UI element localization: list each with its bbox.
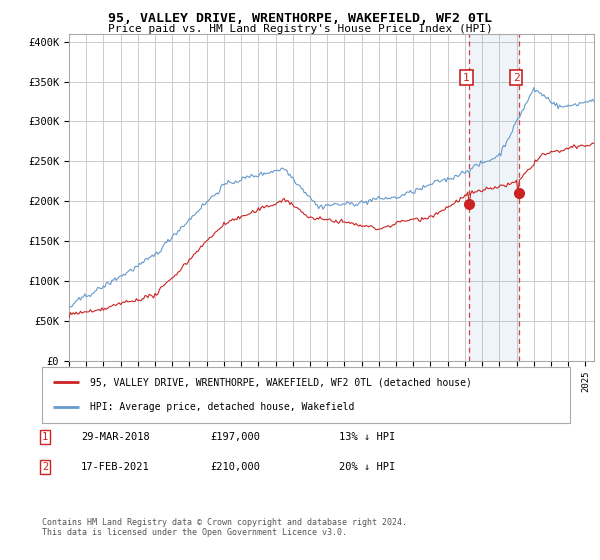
- Text: HPI: Average price, detached house, Wakefield: HPI: Average price, detached house, Wake…: [89, 402, 354, 412]
- Text: 29-MAR-2018: 29-MAR-2018: [81, 432, 150, 442]
- Text: 17-FEB-2021: 17-FEB-2021: [81, 462, 150, 472]
- Text: 95, VALLEY DRIVE, WRENTHORPE, WAKEFIELD, WF2 0TL: 95, VALLEY DRIVE, WRENTHORPE, WAKEFIELD,…: [108, 12, 492, 25]
- Text: 2: 2: [42, 462, 48, 472]
- Text: £210,000: £210,000: [210, 462, 260, 472]
- Text: 20% ↓ HPI: 20% ↓ HPI: [339, 462, 395, 472]
- Text: 13% ↓ HPI: 13% ↓ HPI: [339, 432, 395, 442]
- Text: 1: 1: [42, 432, 48, 442]
- Text: Contains HM Land Registry data © Crown copyright and database right 2024.
This d: Contains HM Land Registry data © Crown c…: [42, 518, 407, 538]
- Text: 2: 2: [512, 73, 520, 82]
- Text: Price paid vs. HM Land Registry's House Price Index (HPI): Price paid vs. HM Land Registry's House …: [107, 24, 493, 34]
- Text: £197,000: £197,000: [210, 432, 260, 442]
- Text: 95, VALLEY DRIVE, WRENTHORPE, WAKEFIELD, WF2 0TL (detached house): 95, VALLEY DRIVE, WRENTHORPE, WAKEFIELD,…: [89, 377, 472, 388]
- Bar: [469, 34, 518, 361]
- Text: 1: 1: [463, 73, 470, 82]
